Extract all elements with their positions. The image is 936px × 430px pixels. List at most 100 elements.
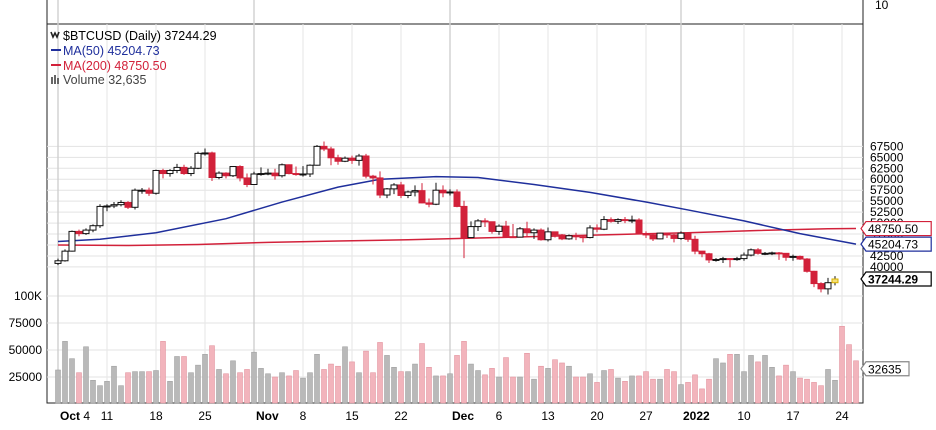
volume-bar — [769, 367, 775, 404]
candle-body — [761, 252, 769, 255]
candle-body — [404, 191, 412, 196]
candle-body — [180, 166, 188, 175]
candle-body — [278, 164, 286, 177]
candle-body — [481, 220, 489, 223]
candle-body — [264, 172, 272, 175]
volume-bar — [440, 375, 446, 404]
candle-body — [593, 227, 601, 230]
volume-bar — [594, 382, 600, 404]
price-tag: 32635 — [860, 361, 910, 377]
volume-bar — [230, 360, 236, 404]
volume-bar — [398, 371, 404, 404]
volume-bar — [741, 371, 747, 404]
volume-bar — [244, 369, 250, 404]
volume-tick-label: 25000 — [9, 370, 43, 384]
candle-body — [334, 157, 342, 162]
candle-body — [733, 258, 741, 261]
grid-lines — [47, 0, 863, 403]
candle-body — [145, 189, 153, 194]
volume-bar — [699, 388, 705, 404]
candle-body — [362, 155, 370, 177]
volume-bar — [657, 378, 663, 404]
volume-bar — [433, 375, 439, 404]
price-tag: 37244.29 — [860, 271, 932, 287]
candle-body — [453, 191, 461, 207]
volume-bar — [783, 364, 789, 404]
candle-body — [467, 226, 475, 239]
volume-bar — [839, 325, 845, 404]
price-tag-box — [860, 271, 932, 287]
volume-bar — [720, 362, 726, 404]
volume-bar — [531, 378, 537, 404]
candle-body — [600, 219, 608, 230]
candle-body — [509, 236, 517, 239]
candle-body — [201, 152, 209, 155]
volume-bar — [776, 375, 782, 404]
chart-title: $BTCUSD (Daily) 37244.29 — [63, 29, 217, 43]
candle-body — [705, 253, 713, 261]
ma200-legend-label: MA(200) 48750.50 — [63, 59, 167, 73]
candle-body — [383, 188, 391, 196]
candle-body — [537, 229, 545, 241]
price-tag-box — [860, 236, 932, 252]
candle-body — [68, 230, 76, 252]
price-tag-label: 37244.29 — [868, 273, 918, 287]
candle-body — [754, 249, 762, 254]
volume-bar — [69, 358, 75, 404]
volume-bar — [181, 356, 187, 404]
axis-labels: 4250045000475005000052500550005750060000… — [9, 0, 904, 423]
volume-bar — [279, 372, 285, 404]
volume-bar — [356, 372, 362, 404]
volume-bar — [216, 369, 222, 404]
volume-tick-label: 75000 — [9, 316, 43, 330]
candle-body — [614, 219, 622, 222]
legend: $BTCUSD (Daily) 37244.29 MA(50) 45204.73… — [50, 29, 217, 87]
volume-bar — [496, 376, 502, 404]
volume-bar — [636, 375, 642, 404]
volume-bars — [55, 325, 859, 404]
volume-bar — [622, 381, 628, 404]
candle-body — [110, 204, 118, 207]
candle-body — [607, 219, 615, 222]
candle-body — [817, 283, 825, 290]
price-tag-box — [860, 361, 910, 377]
volume-bar — [167, 381, 173, 404]
candle-body — [663, 232, 671, 236]
date-tick-label: Nov — [256, 409, 279, 423]
price-tag: 45204.73 — [860, 236, 932, 252]
volume-bar — [748, 355, 754, 404]
volume-bar — [97, 385, 103, 404]
date-tick-label: 18 — [149, 409, 163, 423]
candle-body — [544, 231, 552, 241]
date-tick-label: 25 — [198, 409, 212, 423]
candle-body — [747, 249, 755, 256]
candle-body — [61, 250, 69, 262]
date-tick-label: Dec — [452, 409, 474, 423]
volume-bar — [629, 375, 635, 404]
volume-bar — [342, 346, 348, 404]
volume-bar — [727, 354, 733, 404]
volume-bar — [426, 367, 432, 404]
candle-body — [516, 228, 524, 238]
date-tick-label: 24 — [835, 409, 849, 423]
candle-body — [313, 145, 321, 166]
volume-bar — [489, 368, 495, 404]
candle-body — [208, 152, 216, 178]
price-tag-label: 32635 — [868, 362, 902, 376]
volume-bar — [615, 377, 621, 404]
candle-body — [572, 235, 580, 238]
volume-bar — [573, 376, 579, 404]
volume-bar — [832, 379, 838, 404]
volume-bar — [363, 350, 369, 404]
volume-bar — [650, 378, 656, 404]
candle-body — [82, 229, 90, 235]
candle-body — [320, 145, 328, 150]
volume-bar — [223, 373, 229, 404]
volume-bar — [265, 373, 271, 404]
candle-body — [810, 270, 818, 285]
candle-body — [243, 177, 251, 186]
price-tick-label: 67500 — [870, 139, 904, 153]
candle-body — [159, 169, 167, 175]
volume-bar — [510, 376, 516, 404]
date-tick-label: 17 — [786, 409, 800, 423]
